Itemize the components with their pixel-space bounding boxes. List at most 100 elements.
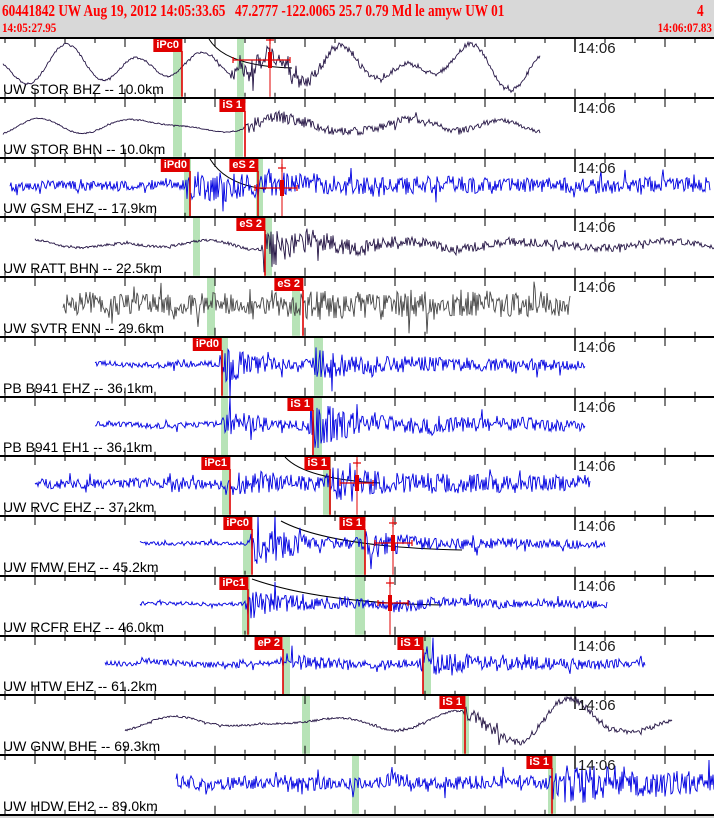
minute-label: 14:06 — [578, 757, 616, 775]
pick-flag[interactable]: eP 2 — [254, 636, 283, 650]
trace-row[interactable]: iPc0 14:06 UW STOR BHZ -- 10.0km — [0, 37, 714, 97]
arrival-window-band — [222, 457, 229, 516]
station-label: PB B941 EHZ -- 36.1km — [3, 379, 154, 396]
station-label: UW GSM EHZ -- 17.9km — [3, 200, 158, 217]
station-label: UW HTW EHZ -- 61.2km — [3, 678, 157, 695]
trace-row[interactable]: iS 1 14:06 PB B941 EH1 -- 36.1km — [0, 395, 714, 456]
station-label: UW RCFR EHZ -- 46.0km — [3, 618, 164, 635]
minute-label: 14:06 — [578, 697, 616, 715]
pick-flag[interactable]: iS 1 — [397, 636, 423, 650]
trace-row[interactable]: iPc1 14:06 UW RCFR EHZ -- 46.0km — [0, 574, 714, 635]
event-header: 60441842 UW Aug 19, 2012 14:05:33.65 47.… — [0, 1, 714, 20]
window-start-time: 14:05:27.95 — [2, 20, 57, 35]
arrival-window-band — [173, 98, 182, 157]
pick-flag[interactable]: iPd0 — [192, 337, 222, 351]
seismogram-trace — [2, 109, 541, 136]
pick-flag[interactable]: iS 1 — [219, 98, 245, 112]
pick-flag[interactable]: iPc1 — [219, 576, 248, 590]
event-location: 47.2777 -122.0065 25.7 0.79 Md le amyw U… — [235, 1, 505, 20]
pick-errorbar[interactable] — [254, 158, 298, 217]
pick-flag[interactable]: iPc1 — [201, 457, 230, 471]
station-label: UW FMW EHZ -- 45.2km — [3, 558, 159, 575]
pick-flag[interactable]: iPd0 — [160, 158, 190, 172]
seismogram-trace — [94, 347, 586, 396]
pick-flag[interactable]: eS 2 — [236, 218, 265, 232]
arrival-window-band — [302, 696, 310, 755]
traveltime-curve — [284, 457, 381, 484]
minute-label: 14:06 — [578, 40, 616, 57]
pick-errorbar[interactable] — [374, 517, 413, 575]
pick-errorbar[interactable] — [339, 457, 374, 516]
seismogram-trace — [139, 517, 606, 570]
waveform-plot — [4, 636, 696, 695]
bottom-axis-ticks — [4, 806, 696, 814]
pick-flag[interactable]: iS 1 — [304, 457, 330, 471]
seismogram-trace — [62, 281, 571, 334]
pick-flag[interactable]: iPc0 — [153, 39, 182, 52]
trace-row[interactable]: iPc1 iS 1 14:06 UW RVC EHZ -- 37.2km — [0, 455, 714, 516]
arrival-window-band — [314, 397, 322, 456]
waveform-plot — [4, 337, 696, 396]
pick-flag[interactable]: eS 2 — [229, 158, 258, 172]
trace-row[interactable]: iS 1 14:06 UW STOR BHN -- 10.0km — [0, 96, 714, 157]
pick-flag[interactable]: iS 1 — [287, 397, 313, 411]
pick-flag[interactable]: eS 2 — [274, 278, 303, 292]
event-summary: 60441842 UW Aug 19, 2012 14:05:33.65 — [2, 1, 226, 20]
trace-panel: iPc0 14:06 UW STOR BHZ -- 10.0km iS 1 14:06 U… — [0, 37, 714, 816]
traveltime-curve — [208, 39, 293, 69]
seismogram-trace — [94, 397, 586, 448]
arrival-window-band — [243, 517, 251, 575]
trace-row[interactable]: iS 1 14:06 UW GNW BHE -- 69.3km — [0, 694, 714, 755]
station-label: UW GNW BHE -- 69.3km — [3, 738, 161, 755]
waveform-plot — [2, 39, 696, 97]
time-window-header: 14:05:27.95 14:06:07.83 — [0, 20, 714, 36]
waveform-plot — [2, 98, 696, 157]
waveform-plot — [4, 457, 696, 516]
arrival-window-band — [355, 576, 365, 635]
minute-label: 14:06 — [578, 577, 616, 595]
pick-flag[interactable]: iS 1 — [439, 696, 465, 710]
arrival-window-band — [235, 98, 243, 157]
pick-flag[interactable]: iPc0 — [223, 517, 252, 531]
trace-row[interactable]: eS 2 14:06 UW RATT BHN -- 22.5km — [0, 216, 714, 277]
arrival-window-band — [173, 39, 182, 97]
waveform-plot — [4, 576, 696, 635]
trace-row[interactable]: iPd0 14:06 PB B941 EHZ -- 36.1km — [0, 335, 714, 396]
seismogram-trace — [34, 228, 714, 273]
trace-row[interactable]: eP 2 iS 1 14:06 UW HTW EHZ -- 61.2km — [0, 634, 714, 695]
waveform-plot — [4, 517, 696, 575]
arrival-window-band — [193, 218, 200, 277]
seismogram-trace — [124, 696, 673, 746]
waveform-plot — [4, 218, 714, 277]
station-label: UW STOR BHZ -- 10.0km — [3, 80, 164, 97]
arrival-window-band — [423, 636, 431, 695]
waveform-plot — [4, 397, 696, 456]
waveform-plot — [4, 158, 711, 217]
trace-row[interactable]: eS 2 14:06 UW SVTR ENN -- 29.6km — [0, 276, 714, 336]
pick-flag[interactable]: iS 1 — [526, 756, 552, 770]
traveltime-curve — [280, 520, 463, 551]
pick-errorbar[interactable] — [377, 576, 409, 635]
seismogram-trace — [34, 463, 591, 502]
window-end-time: 14:06:07.83 — [657, 20, 712, 35]
arrival-window-band — [283, 636, 290, 695]
station-label: PB B941 EH1 -- 36.1km — [3, 439, 153, 456]
seismogram-trace — [139, 581, 608, 619]
seismogram-trace — [9, 167, 711, 211]
pick-flag[interactable]: iS 1 — [339, 517, 365, 531]
trace-row[interactable]: iPd0 eS 2 14:06 UW GSM EHZ -- 17.9km — [0, 156, 714, 217]
trace-row[interactable]: iS 1 14:06 UW HDW EH2 -- 89.0km — [0, 754, 714, 814]
pick-errorbar[interactable] — [232, 39, 291, 97]
event-flag-count: 4 — [697, 1, 704, 20]
station-label: UW RVC EHZ -- 37.2km — [3, 499, 155, 516]
minute-label: 14:06 — [578, 458, 616, 476]
waveform-plot — [4, 696, 696, 755]
station-label: UW HDW EH2 -- 89.0km — [3, 797, 158, 814]
arrival-window-band — [352, 756, 359, 814]
trace-row[interactable]: iPc0 iS 1 14:06 UW FMW EHZ -- 45.2km — [0, 515, 714, 575]
seismogram-trace — [104, 637, 646, 676]
station-label: UW STOR BHN -- 10.0km — [3, 140, 166, 157]
minute-label: 14:06 — [578, 398, 616, 416]
station-label: UW RATT BHN -- 22.5km — [3, 260, 162, 277]
